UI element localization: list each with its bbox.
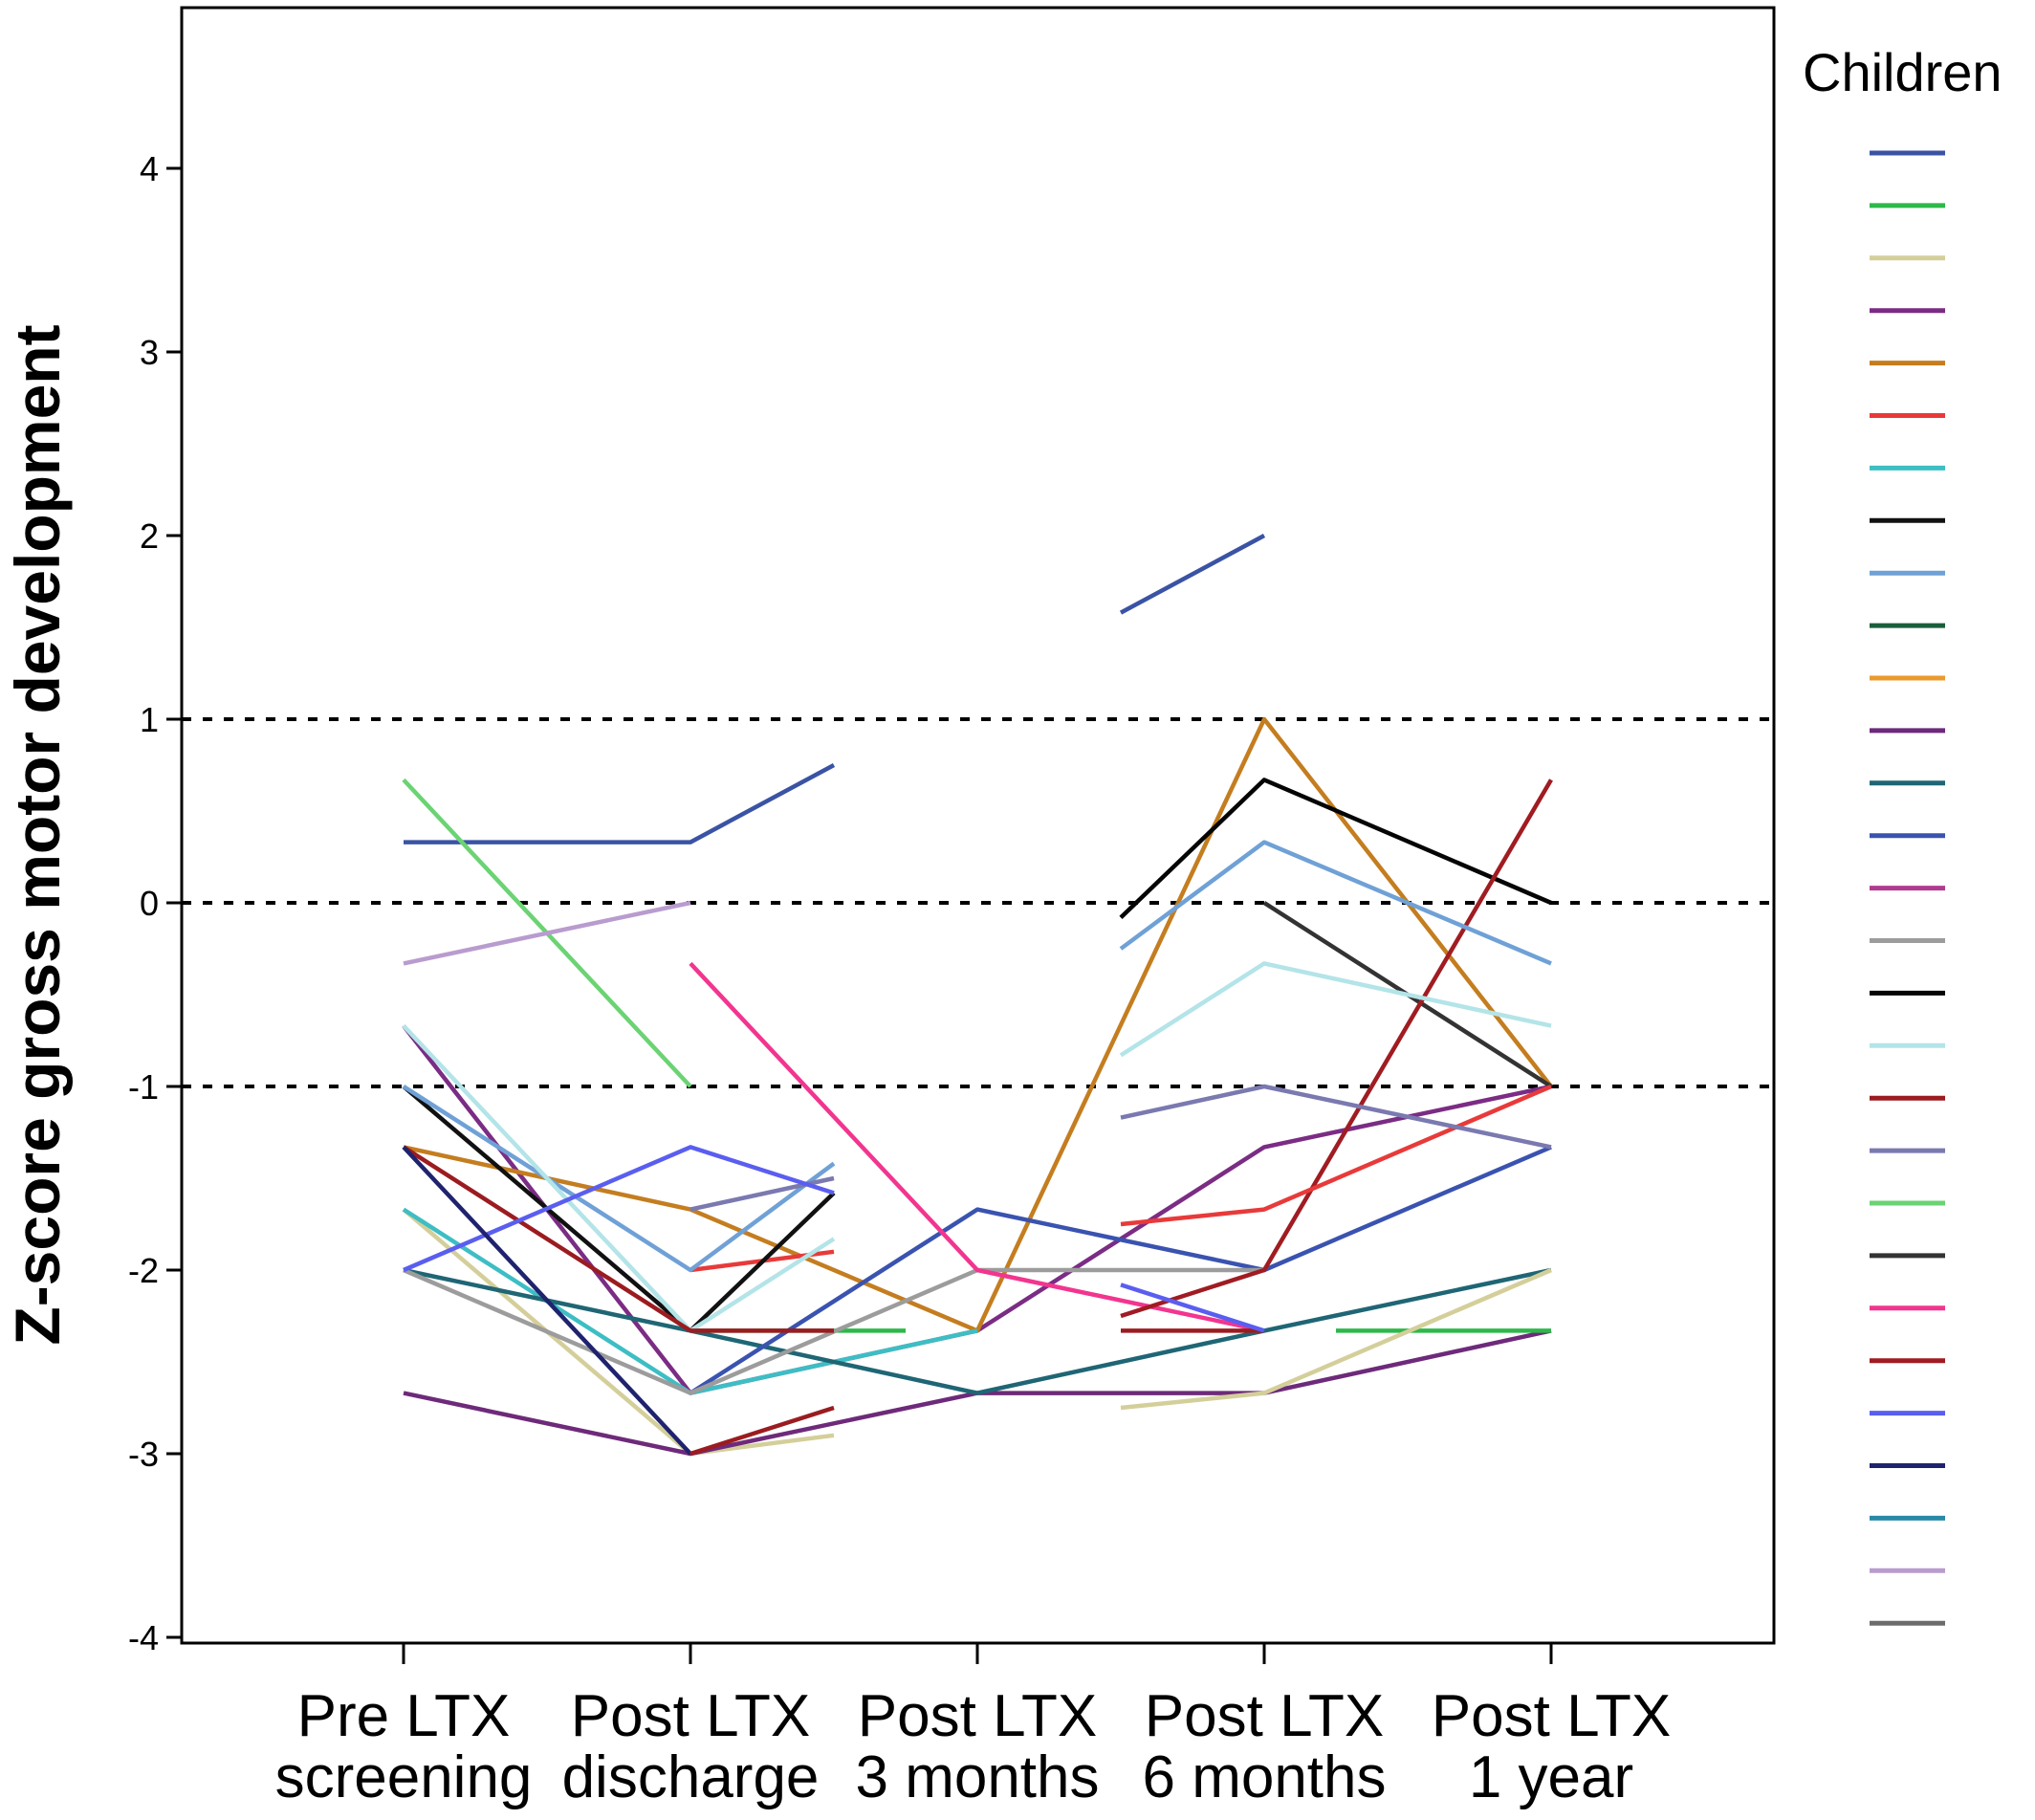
series-line-9 [402, 1085, 836, 1273]
series-line-13 [403, 1267, 1552, 1395]
series-segment-7 [1120, 1084, 1552, 1150]
y-axis: -4 -3 -2 -1 0 1 2 3 4 [128, 149, 182, 1657]
series-line-20 [689, 1175, 835, 1212]
y-tick-label: 3 [140, 333, 159, 372]
y-tick-label: 2 [140, 516, 159, 556]
legend [1870, 150, 1945, 1626]
series-line-24 [1120, 778, 1553, 1319]
series-segment-4 [1120, 1084, 1552, 1227]
y-axis-label: Z-score gross motor development [2, 324, 73, 1345]
y-tick-label: 4 [140, 149, 159, 188]
y-tick-label: 0 [140, 884, 159, 923]
series-line-5 [403, 716, 1553, 1333]
x-tick-label: Post LTX 6 months [1142, 1683, 1386, 1810]
y-tick-label: -4 [128, 1618, 159, 1657]
series-line-23 [689, 961, 1265, 1333]
y-tick-label: -3 [128, 1435, 159, 1474]
legend-title: Children [1803, 42, 2002, 102]
series-segment-3 [1120, 1267, 1552, 1411]
series-line-28 [403, 900, 691, 966]
series-segment-5 [1119, 840, 1552, 966]
series-line-25 [403, 1145, 835, 1273]
series-layer [402, 534, 1553, 1457]
series-line-14 [689, 1145, 1552, 1395]
y-tick-label: 1 [140, 700, 159, 739]
x-tick-label: Pre LTX screening [275, 1683, 533, 1810]
series-segment-9 [1120, 1283, 1265, 1333]
x-tick-label: Post LTX discharge [562, 1683, 820, 1810]
series-line-17 [1119, 778, 1552, 920]
series-line-26 [402, 1145, 692, 1456]
y-tick-label: -1 [128, 1067, 159, 1107]
series-segment-1 [1119, 534, 1266, 615]
y-tick-label: -2 [128, 1251, 159, 1290]
series-segment-6 [1119, 961, 1552, 1058]
series-line-19 [402, 1145, 834, 1333]
series-segment-10 [689, 1405, 835, 1457]
x-tick-label: Post LTX 3 months [855, 1683, 1099, 1810]
reference-lines [182, 717, 1774, 1088]
series-line-1 [404, 763, 836, 844]
x-tick-label: Post LTX 1 year [1432, 1683, 1671, 1810]
series-line-8 [402, 1085, 836, 1333]
